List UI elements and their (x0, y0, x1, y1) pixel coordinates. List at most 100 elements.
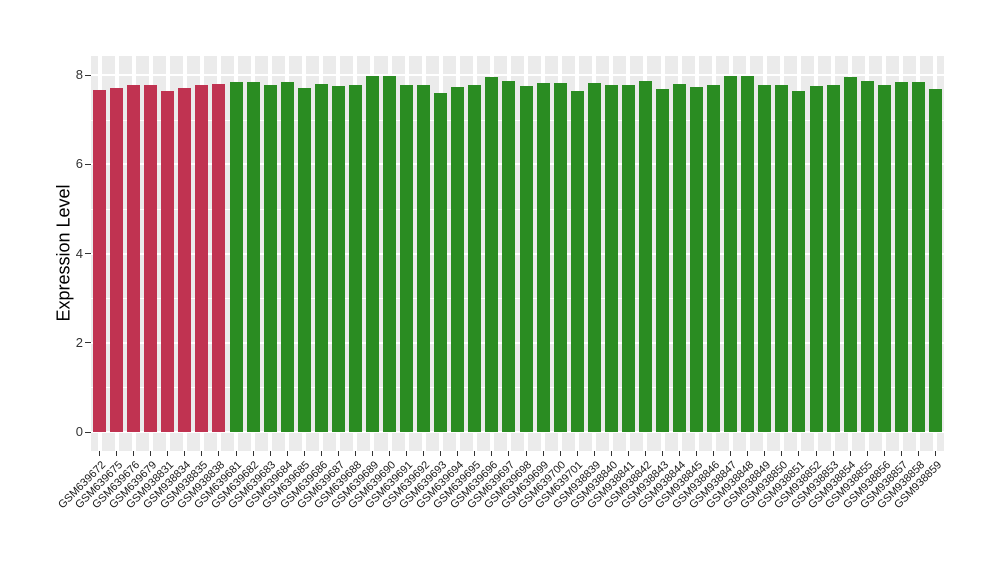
bar-GSM938856 (877, 85, 891, 432)
x-axis-tick (934, 451, 936, 456)
x-axis-tick (644, 451, 646, 456)
x-axis-tick (218, 451, 220, 456)
bar-GSM639700 (553, 82, 567, 432)
bar-GSM639683 (263, 85, 277, 432)
x-axis-tick (286, 451, 288, 456)
bar-GSM938848 (741, 75, 755, 432)
bar-GSM639679 (144, 85, 158, 432)
x-axis-tick (866, 451, 868, 456)
x-axis-tick (900, 451, 902, 456)
bar-GSM639697 (502, 81, 516, 432)
bar-GSM938851 (792, 90, 806, 432)
x-axis-tick (303, 451, 305, 456)
bar-GSM639684 (280, 81, 294, 432)
bar-GSM639701 (570, 90, 584, 432)
minor-gridline (91, 298, 944, 300)
bar-GSM938857 (894, 82, 908, 432)
bar-GSM639676 (127, 85, 141, 432)
x-axis-tick (389, 451, 391, 456)
minor-gridline (91, 209, 944, 210)
x-axis-tick (610, 451, 612, 456)
bar-GSM639681 (229, 81, 243, 432)
x-axis-tick (576, 451, 578, 456)
bar-GSM938852 (809, 86, 823, 432)
y-axis-tick (85, 342, 91, 344)
x-axis-tick (423, 451, 425, 456)
x-axis-tick (457, 451, 459, 456)
bar-GSM938849 (758, 84, 772, 432)
bar-GSM639686 (314, 84, 328, 432)
x-axis-tick (679, 451, 681, 456)
bar-GSM938834 (178, 87, 192, 432)
bar-GSM938841 (621, 85, 635, 432)
x-axis-tick (474, 451, 476, 456)
y-tick-label: 4 (75, 245, 83, 261)
x-axis-tick (133, 451, 135, 456)
bar-GSM639695 (468, 85, 482, 432)
bar-GSM639698 (519, 85, 533, 432)
x-axis-tick (542, 451, 544, 456)
x-axis-tick (354, 451, 356, 456)
x-axis-tick (525, 451, 527, 456)
x-axis-tick (815, 451, 817, 456)
bar-GSM938844 (673, 83, 687, 432)
x-axis-tick (798, 451, 800, 456)
major-gridline (91, 74, 944, 77)
major-gridline (91, 341, 944, 344)
bar-GSM639693 (434, 92, 448, 432)
y-axis-tick (85, 431, 91, 433)
x-axis-tick (832, 451, 834, 456)
bar-GSM938853 (826, 84, 840, 432)
y-axis-tick (85, 163, 91, 165)
minor-gridline (91, 119, 944, 121)
x-axis-tick (252, 451, 254, 456)
bar-GSM639689 (365, 76, 379, 432)
y-tick-label: 6 (75, 156, 83, 172)
x-axis-tick (627, 451, 629, 456)
bar-GSM639694 (451, 86, 465, 432)
x-axis-tick (508, 451, 510, 456)
y-tick-label: 0 (75, 424, 83, 439)
x-axis-tick (559, 451, 561, 456)
x-axis-tick (235, 451, 237, 456)
x-axis-tick (201, 451, 203, 456)
major-gridline (91, 431, 944, 433)
x-axis-tick (337, 451, 339, 456)
bar-GSM639687 (331, 86, 345, 432)
bar-GSM639682 (246, 81, 260, 432)
x-axis-tick (320, 451, 322, 456)
bar-GSM938835 (195, 84, 209, 432)
bar-GSM639699 (536, 82, 550, 432)
bar-GSM938843 (656, 88, 669, 432)
bar-GSM938858 (911, 82, 925, 432)
major-gridline (91, 163, 944, 166)
bar-GSM938838 (212, 84, 226, 432)
bar-GSM639691 (400, 84, 414, 432)
x-axis-tick (406, 451, 408, 456)
x-axis-tick (662, 451, 663, 456)
x-axis-tick (440, 451, 442, 456)
x-axis-tick (371, 451, 373, 456)
bar-GSM938850 (775, 84, 789, 432)
minor-gridline (91, 387, 944, 389)
x-axis-tick (184, 451, 186, 456)
bar-GSM938847 (724, 76, 738, 432)
x-axis-tick (849, 451, 851, 456)
bar-GSM639685 (297, 88, 311, 432)
bar-GSM938840 (604, 85, 618, 432)
bar-GSM639690 (383, 75, 397, 432)
bar-GSM938839 (587, 82, 601, 432)
bar-GSM938845 (690, 86, 704, 432)
x-axis-tick (167, 451, 169, 456)
y-axis-tick (85, 74, 91, 76)
y-tick-label: 2 (75, 334, 83, 350)
x-axis-tick (781, 451, 783, 456)
bar-GSM938855 (860, 81, 874, 432)
x-axis-tick (116, 451, 118, 456)
x-axis-tick (713, 451, 715, 456)
plot-panel (91, 56, 944, 451)
x-axis-tick (593, 451, 595, 456)
bar-GSM938846 (707, 85, 721, 432)
x-axis-tick (747, 451, 749, 456)
